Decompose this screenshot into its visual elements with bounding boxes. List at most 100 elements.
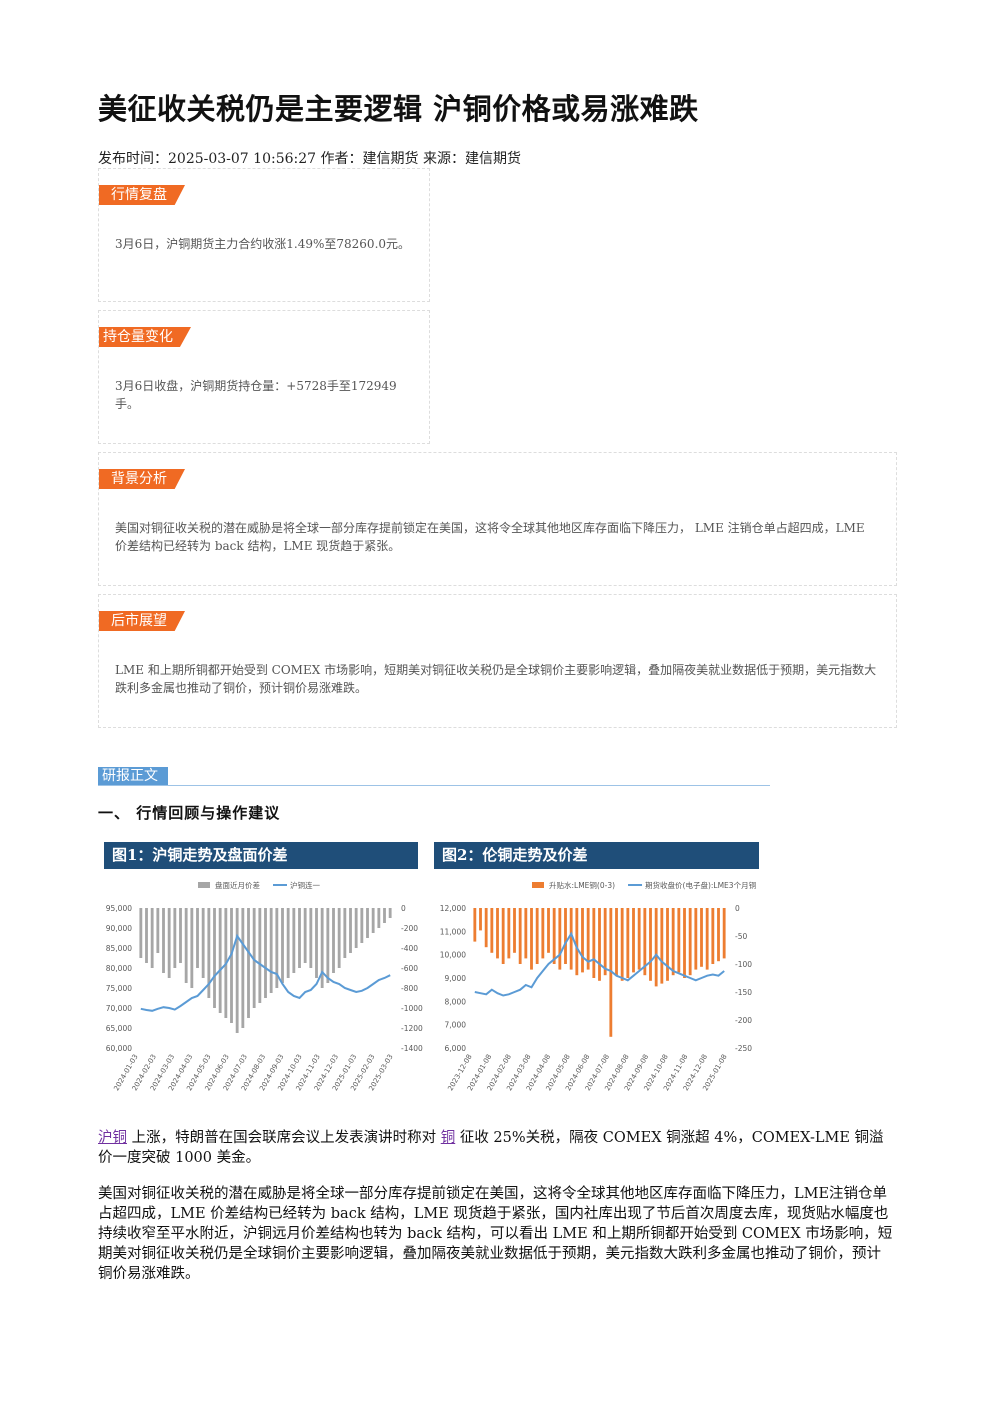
bar [269, 908, 273, 993]
bar [552, 908, 556, 964]
legend-label: 期货收盘价(电子盘):LME3个月铜 [645, 880, 756, 890]
box-text: 3月6日，沪铜期货主力合约收涨1.49%至78260.0元。 [115, 237, 411, 251]
bar [564, 908, 567, 964]
bar [649, 908, 652, 981]
bar [547, 908, 550, 953]
bar [315, 908, 318, 978]
box-text: 3月6日收盘，沪铜期货持仓量：+5728手至172949手。 [115, 379, 397, 411]
bar [320, 908, 324, 988]
legend-label: 盘面近月价差 [215, 880, 260, 890]
bar [524, 908, 528, 959]
bar [366, 908, 369, 938]
bar [535, 908, 539, 964]
y-tick-label: 6,000 [445, 1044, 467, 1053]
bar [484, 908, 488, 948]
figure-title: 图1：沪铜走势及盘面价差 [104, 842, 418, 869]
bar [473, 908, 477, 942]
bar [156, 908, 160, 953]
bar [292, 908, 296, 973]
y2-tick-label: -100 [735, 960, 752, 969]
y-tick-label: 65,000 [106, 1024, 132, 1033]
bar [598, 908, 601, 981]
bar [309, 908, 313, 968]
y-tick-label: 90,000 [106, 924, 132, 933]
bar [581, 908, 584, 973]
bar [371, 908, 375, 933]
bar [711, 908, 715, 964]
bar [377, 908, 381, 928]
meta: 发布时间：2025-03-07 10:56:27 作者：建信期货 来源：建信期货 [98, 151, 521, 167]
bar [218, 908, 222, 1013]
bar [179, 908, 182, 963]
bar [349, 908, 352, 953]
y2-tick-label: -600 [401, 964, 418, 973]
bar [167, 908, 171, 978]
y2-tick-label: -1200 [401, 1024, 423, 1033]
bar [354, 908, 358, 948]
box-tag: 背景分析 [99, 469, 185, 489]
bar [235, 908, 239, 1033]
y2-tick-label: 0 [401, 904, 406, 913]
bar [496, 908, 499, 959]
bar [660, 908, 664, 984]
bar [501, 908, 505, 964]
bar [479, 908, 482, 931]
link[interactable]: 沪铜 [98, 1130, 127, 1146]
bar [360, 908, 364, 943]
y2-tick-label: 0 [735, 904, 740, 913]
bar [139, 908, 143, 958]
bar [592, 908, 596, 978]
box-tag: 后市展望 [99, 611, 185, 631]
bar [705, 908, 709, 970]
section-tag: 研报正文 [98, 767, 168, 786]
y-tick-label: 10,000 [440, 951, 466, 960]
bar [643, 908, 647, 976]
title: 美征收关税仍是主要逻辑 沪铜价格或易涨难跌 [98, 92, 699, 126]
box: 持仓量变化 3月6日收盘，沪铜期货持仓量：+5728手至172949手。 [98, 310, 430, 444]
bar [671, 908, 675, 976]
bar [230, 908, 233, 1023]
y-tick-label: 80,000 [106, 964, 132, 973]
text: 征收 25%关税，隔夜 COMEX 铜涨超 4%，COMEX-LME 铜溢价一度… [98, 1130, 884, 1166]
bar [252, 908, 256, 1008]
bar [507, 908, 511, 959]
section-line [98, 785, 770, 786]
y2-tick-label: -1000 [401, 1004, 423, 1013]
bar [530, 908, 533, 970]
bar [162, 908, 165, 973]
bar [490, 908, 494, 953]
bar [241, 908, 245, 1028]
bar [388, 908, 392, 918]
bar [247, 908, 250, 1018]
y-tick-label: 11,000 [440, 927, 466, 936]
bar [207, 908, 211, 998]
bar [586, 908, 590, 970]
y-tick-label: 9,000 [445, 974, 467, 983]
box-text: LME 和上期所铜都开始受到 COMEX 市场影响，短期美对铜征收关税仍是全球铜… [115, 663, 877, 695]
figure-title: 图2：伦铜走势及价差 [434, 842, 759, 869]
bar [173, 908, 177, 968]
bar [196, 908, 199, 968]
bar [286, 908, 290, 978]
bar [275, 908, 279, 988]
bar [632, 908, 635, 973]
bar [609, 908, 613, 1037]
y-tick-label: 7,000 [445, 1021, 467, 1030]
bar [264, 908, 267, 998]
figure-chart: 12,000 11,000 10,000 9,000 8,000 7,000 6,000 0 -… [440, 880, 756, 1092]
link[interactable]: 铜 [440, 1130, 456, 1146]
box: 背景分析 美国对铜征收关税的潜在威胁是将全球一部分库存提前锁定在美国，这将令全球… [98, 452, 897, 586]
text: 上涨，特朗普在国会联席会议上发表演讲时称对 [131, 1130, 437, 1146]
y-tick-label: 70,000 [106, 1004, 132, 1013]
bar [513, 908, 516, 953]
bar [145, 908, 148, 963]
box: 行情复盘 3月6日，沪铜期货主力合约收涨1.49%至78260.0元。 [98, 168, 430, 302]
bar [303, 908, 307, 963]
y2-tick-label: -250 [735, 1044, 752, 1053]
line [140, 933, 391, 1012]
bar [190, 908, 194, 988]
legend-swatch [198, 882, 210, 888]
bar [383, 908, 386, 923]
box-tag: 行情复盘 [99, 185, 185, 205]
